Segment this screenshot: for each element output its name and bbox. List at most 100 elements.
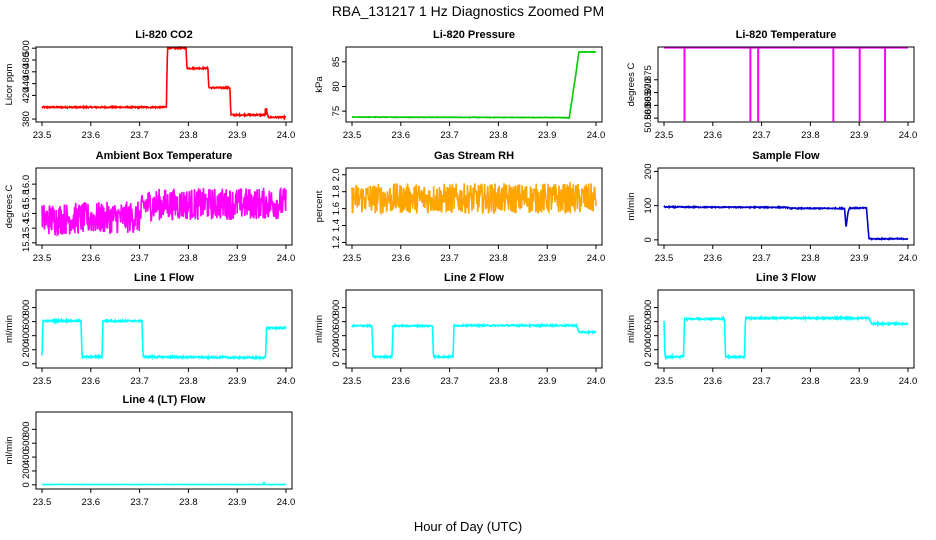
y-tick-label: 600 xyxy=(331,314,342,330)
x-tick-label: 23.5 xyxy=(655,130,674,141)
y-tick-label: 15.2 xyxy=(21,234,32,253)
y-tick-label: 0 xyxy=(21,482,32,487)
y-tick-label: 380 xyxy=(21,111,32,127)
y-tick-label: 600 xyxy=(643,314,654,330)
y-tick-label: 50.860 xyxy=(643,104,654,133)
y-tick-label: 400 xyxy=(331,328,342,344)
y-tick-label: 200 xyxy=(331,342,342,358)
x-tick-label: 23.5 xyxy=(343,376,362,387)
x-tick-label: 23.8 xyxy=(179,130,198,141)
series xyxy=(351,322,597,360)
y-axis-label: ml/min xyxy=(4,437,15,465)
x-tick-label: 23.5 xyxy=(655,253,674,264)
y-tick-label: 0 xyxy=(643,237,654,242)
series-line xyxy=(351,180,597,216)
panel-9: Line 3 Flow 23.5 23.6 23.7 23.8 23.9 24.0 0 2004… xyxy=(626,272,917,387)
plot-frame xyxy=(35,46,293,123)
x-tick-label: 23.5 xyxy=(343,253,362,264)
y-tick-label: 800 xyxy=(21,421,32,437)
x-tick-label: 23.7 xyxy=(752,253,771,264)
x-tick-label: 23.8 xyxy=(179,497,198,508)
panel-title: Li-820 Pressure xyxy=(433,29,515,41)
y-tick-label: 0 xyxy=(643,361,654,366)
figure-title: RBA_131217 1 Hz Diagnostics Zoomed PM xyxy=(332,3,604,19)
plot-frame xyxy=(657,46,915,123)
series xyxy=(663,314,909,361)
series xyxy=(41,186,287,237)
plot-frame xyxy=(657,289,915,369)
x-tick-label: 23.7 xyxy=(130,253,149,264)
plot-frame xyxy=(345,289,603,369)
y-tick-label: 15.6 xyxy=(21,204,32,223)
x-tick-label: 23.6 xyxy=(704,376,723,387)
y-tick-label: 2.0 xyxy=(331,168,342,181)
series xyxy=(41,481,287,486)
plot-panels: Li-820 CO2 23.5 23.6 23.7 23.8 23.9 24.0 380 420… xyxy=(4,29,917,508)
y-axis-label: Licor ppm xyxy=(4,64,15,106)
x-tick-label: 23.6 xyxy=(392,376,411,387)
y-tick-label: 0 xyxy=(331,361,342,366)
x-tick-label: 23.8 xyxy=(489,130,508,141)
x-tick-label: 23.8 xyxy=(489,253,508,264)
x-tick-label: 23.7 xyxy=(752,376,771,387)
x-tick-label: 23.9 xyxy=(228,376,247,387)
y-tick-label: 200 xyxy=(21,342,32,358)
x-tick-label: 23.7 xyxy=(752,130,771,141)
series-line xyxy=(663,204,909,241)
panel-title: Line 4 (LT) Flow xyxy=(123,394,206,406)
y-tick-label: 0 xyxy=(21,361,32,366)
y-tick-label: 600 xyxy=(21,314,32,330)
x-tick-label: 23.9 xyxy=(228,130,247,141)
x-tick-label: 24.0 xyxy=(277,497,296,508)
y-tick-label: 600 xyxy=(21,435,32,451)
x-tick-label: 23.8 xyxy=(801,376,820,387)
x-tick-label: 23.6 xyxy=(82,130,101,141)
series xyxy=(41,45,287,121)
y-tick-label: 400 xyxy=(643,328,654,344)
y-tick-label: 800 xyxy=(643,300,654,316)
x-tick-label: 24.0 xyxy=(899,130,918,141)
x-tick-label: 23.9 xyxy=(538,130,557,141)
x-tick-label: 23.9 xyxy=(850,253,869,264)
series xyxy=(663,204,909,241)
series-line xyxy=(41,186,287,237)
x-tick-label: 23.9 xyxy=(850,130,869,141)
y-tick-label: 80 xyxy=(331,81,342,92)
x-tick-label: 23.7 xyxy=(130,497,149,508)
x-tick-label: 23.6 xyxy=(82,497,101,508)
x-tick-label: 23.8 xyxy=(179,253,198,264)
plot-frame xyxy=(345,46,603,123)
y-tick-label: 420 xyxy=(21,87,32,103)
panel-title: Li-820 Temperature xyxy=(736,29,837,41)
y-tick-label: 15.4 xyxy=(21,219,32,238)
x-tick-label: 23.9 xyxy=(538,253,557,264)
panel-title: Ambient Box Temperature xyxy=(96,150,233,162)
y-tick-label: 1.8 xyxy=(331,185,342,198)
x-tick-label: 23.5 xyxy=(343,130,362,141)
y-tick-label: 1.4 xyxy=(331,219,342,232)
x-tick-label: 24.0 xyxy=(277,376,296,387)
x-tick-label: 23.6 xyxy=(392,130,411,141)
panel-title: Gas Stream RH xyxy=(434,150,514,162)
x-tick-label: 23.6 xyxy=(392,253,411,264)
x-tick-label: 23.7 xyxy=(440,376,459,387)
y-axis-label: kPa xyxy=(314,76,325,93)
panel-7: Line 1 Flow 23.5 23.6 23.7 23.8 23.9 24.0 0 2004… xyxy=(4,272,295,387)
panel-2: Li-820 Pressure 23.5 23.6 23.7 23.8 23.9 24.0 7… xyxy=(314,29,605,141)
x-tick-label: 23.5 xyxy=(655,376,674,387)
series xyxy=(351,180,597,216)
y-axis-label: degrees C xyxy=(626,62,637,106)
y-tick-label: 460 xyxy=(21,64,32,80)
x-tick-label: 23.5 xyxy=(33,497,52,508)
x-tick-label: 23.7 xyxy=(130,130,149,141)
x-tick-label: 24.0 xyxy=(587,253,606,264)
x-tick-label: 24.0 xyxy=(587,130,606,141)
panel-title: Li-820 CO2 xyxy=(135,29,192,41)
x-tick-label: 24.0 xyxy=(899,376,918,387)
y-axis-label: ml/min xyxy=(314,315,325,343)
series-line xyxy=(351,322,597,360)
y-tick-label: 440 xyxy=(21,76,32,92)
series xyxy=(351,50,597,120)
plot-frame xyxy=(345,167,603,246)
